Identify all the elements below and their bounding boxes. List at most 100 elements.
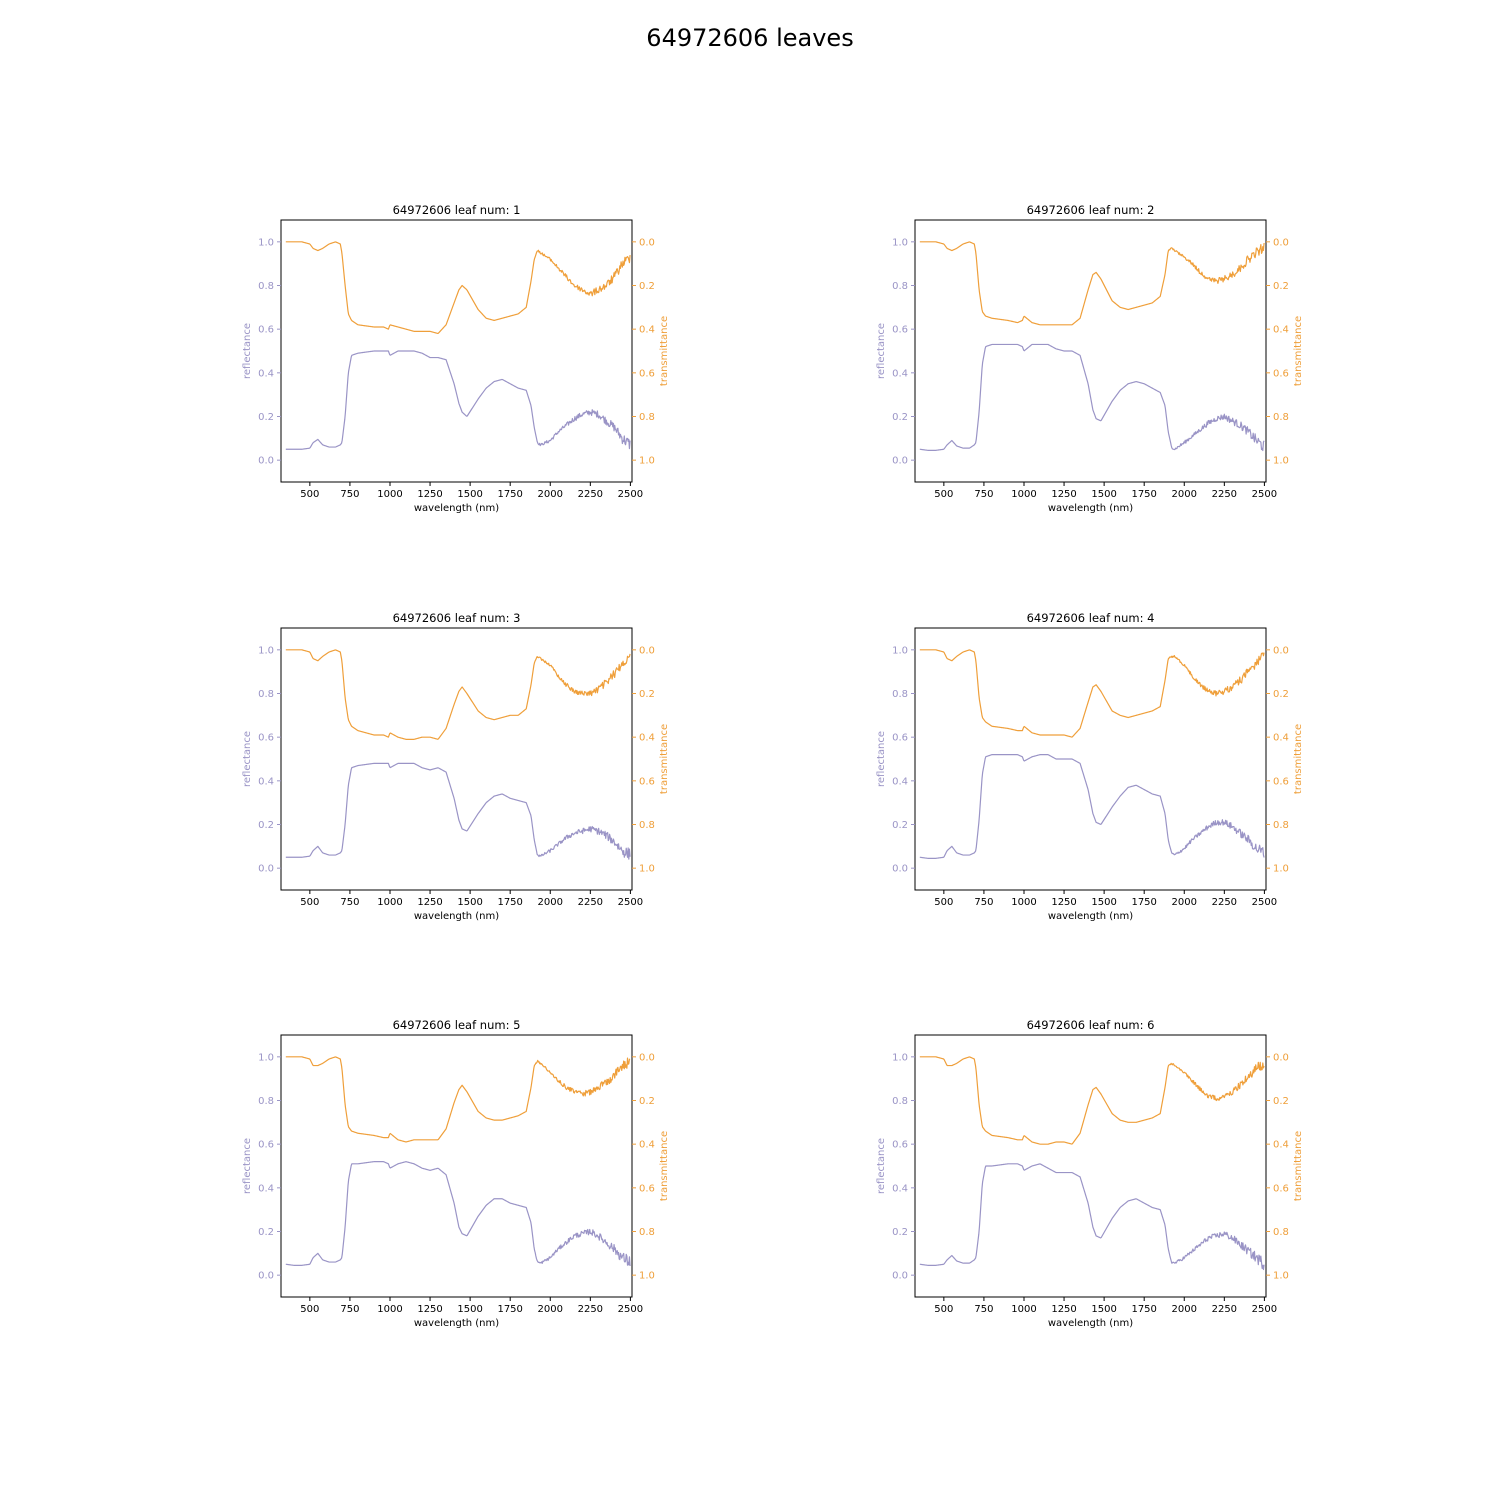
chart-panel-1: 500 750 1000 1250 1500 1750 2000 2250 2500 0.0 0.2… — [242, 203, 670, 514]
y2-tick-label: 0.4 — [639, 325, 655, 336]
y2-tick-label: 0.2 — [1273, 281, 1289, 292]
y2-tick-label: 0.0 — [1273, 237, 1289, 248]
y2-axis-label: transmittance — [1293, 1131, 1304, 1201]
x-axis-label: wavelength (nm) — [414, 1318, 499, 1329]
chart-panel-5: 500 750 1000 1250 1500 1750 2000 2250 2500 0.0 0.2… — [242, 1018, 670, 1329]
x-tick-label: 2250 — [1212, 1304, 1237, 1315]
x-tick-label: 2000 — [1172, 1304, 1197, 1315]
y-tick-label: 1.0 — [892, 645, 908, 656]
y-tick-label: 0.2 — [258, 820, 274, 831]
x-tick-label: 2000 — [1172, 489, 1197, 500]
y2-axis-label: transmittance — [1293, 724, 1304, 794]
x-tick-label: 2250 — [1212, 897, 1237, 908]
y-tick-label: 0.8 — [892, 689, 908, 700]
x-tick-label: 1500 — [1091, 1304, 1116, 1315]
transmittance-line — [285, 1056, 631, 1143]
y2-tick-label: 1.0 — [639, 1271, 655, 1282]
chart-panel-6: 500 750 1000 1250 1500 1750 2000 2250 2500 0.0 0.2… — [876, 1018, 1304, 1329]
panel-title: 64972606 leaf num: 1 — [393, 203, 521, 217]
x-tick-label: 1750 — [1131, 489, 1156, 500]
x-tick-label: 1750 — [497, 489, 522, 500]
axes-frame — [914, 1034, 1267, 1298]
y2-tick-label: 0.6 — [1273, 776, 1289, 787]
x-tick-label: 1500 — [1091, 897, 1116, 908]
y2-tick-label: 0.2 — [639, 689, 655, 700]
y2-tick-label: 0.8 — [639, 412, 655, 423]
y2-tick-label: 0.4 — [1273, 325, 1289, 336]
x-tick-label: 2250 — [578, 489, 603, 500]
x-tick-label: 2250 — [578, 1304, 603, 1315]
x-tick-label: 2500 — [618, 1304, 643, 1315]
x-tick-label: 750 — [974, 1304, 993, 1315]
axes-frame — [914, 219, 1267, 483]
panel-title: 64972606 leaf num: 6 — [1027, 1018, 1155, 1032]
figure-title: 64972606 leaves — [646, 24, 854, 52]
x-tick-label: 2250 — [578, 897, 603, 908]
x-tick-label: 750 — [974, 897, 993, 908]
x-tick-label: 1250 — [417, 897, 442, 908]
y-tick-label: 0.6 — [892, 733, 908, 744]
y2-tick-label: 0.0 — [639, 237, 655, 248]
y2-tick-label: 0.6 — [639, 1183, 655, 1194]
y-tick-label: 0.8 — [258, 281, 274, 292]
x-tick-label: 1500 — [1091, 489, 1116, 500]
y2-tick-label: 1.0 — [1273, 864, 1289, 875]
x-axis-label: wavelength (nm) — [1048, 1318, 1133, 1329]
y-tick-label: 0.0 — [258, 456, 274, 467]
chart-panel-2: 500 750 1000 1250 1500 1750 2000 2250 2500 0.0 0.2… — [876, 203, 1304, 514]
x-tick-label: 1250 — [417, 489, 442, 500]
x-tick-label: 1250 — [417, 1304, 442, 1315]
x-tick-label: 2500 — [1252, 1304, 1277, 1315]
y-tick-label: 0.2 — [892, 1227, 908, 1238]
x-tick-label: 1750 — [497, 897, 522, 908]
x-tick-label: 1500 — [457, 1304, 482, 1315]
x-axis-label: wavelength (nm) — [414, 911, 499, 922]
y-tick-label: 0.4 — [258, 1183, 274, 1194]
y-tick-label: 0.4 — [892, 776, 908, 787]
y-tick-label: 1.0 — [892, 1052, 908, 1063]
x-tick-label: 2000 — [538, 489, 563, 500]
y2-tick-label: 0.2 — [639, 1096, 655, 1107]
axes-frame — [280, 1034, 633, 1298]
y2-tick-label: 0.6 — [1273, 368, 1289, 379]
x-tick-label: 500 — [934, 897, 953, 908]
y2-axis-label: transmittance — [659, 1131, 670, 1201]
y-tick-label: 0.8 — [892, 1096, 908, 1107]
x-tick-label: 500 — [300, 489, 319, 500]
y2-tick-label: 1.0 — [1273, 1271, 1289, 1282]
y-tick-label: 0.2 — [258, 1227, 274, 1238]
x-tick-label: 750 — [340, 489, 359, 500]
x-tick-label: 500 — [934, 1304, 953, 1315]
x-tick-label: 1250 — [1051, 489, 1076, 500]
y2-tick-label: 1.0 — [1273, 456, 1289, 467]
x-tick-label: 500 — [934, 489, 953, 500]
reflectance-line — [285, 1161, 631, 1267]
x-tick-label: 750 — [340, 897, 359, 908]
y2-tick-label: 0.2 — [1273, 689, 1289, 700]
y-tick-label: 0.0 — [892, 1271, 908, 1282]
x-tick-label: 2500 — [618, 489, 643, 500]
reflectance-line — [919, 343, 1265, 452]
transmittance-line — [285, 649, 631, 740]
x-tick-label: 2500 — [1252, 897, 1277, 908]
axes-frame — [280, 219, 633, 483]
panel-title: 64972606 leaf num: 3 — [393, 611, 521, 625]
chart-panel-4: 500 750 1000 1250 1500 1750 2000 2250 2500 0.0 0.2… — [876, 611, 1304, 922]
x-tick-label: 1000 — [377, 897, 402, 908]
x-tick-label: 2000 — [538, 1304, 563, 1315]
y-tick-label: 0.2 — [892, 412, 908, 423]
transmittance-line — [919, 649, 1265, 738]
transmittance-line — [285, 241, 631, 335]
y2-tick-label: 0.8 — [1273, 820, 1289, 831]
reflectance-line — [919, 754, 1265, 859]
x-tick-label: 2000 — [538, 897, 563, 908]
y-tick-label: 0.6 — [892, 1140, 908, 1151]
y2-tick-label: 1.0 — [639, 456, 655, 467]
x-tick-label: 750 — [340, 1304, 359, 1315]
y2-tick-label: 0.8 — [639, 1227, 655, 1238]
x-tick-label: 1000 — [1011, 489, 1036, 500]
x-tick-label: 500 — [300, 1304, 319, 1315]
y-tick-label: 0.0 — [258, 864, 274, 875]
x-tick-label: 1750 — [1131, 897, 1156, 908]
y-tick-label: 0.6 — [258, 1140, 274, 1151]
